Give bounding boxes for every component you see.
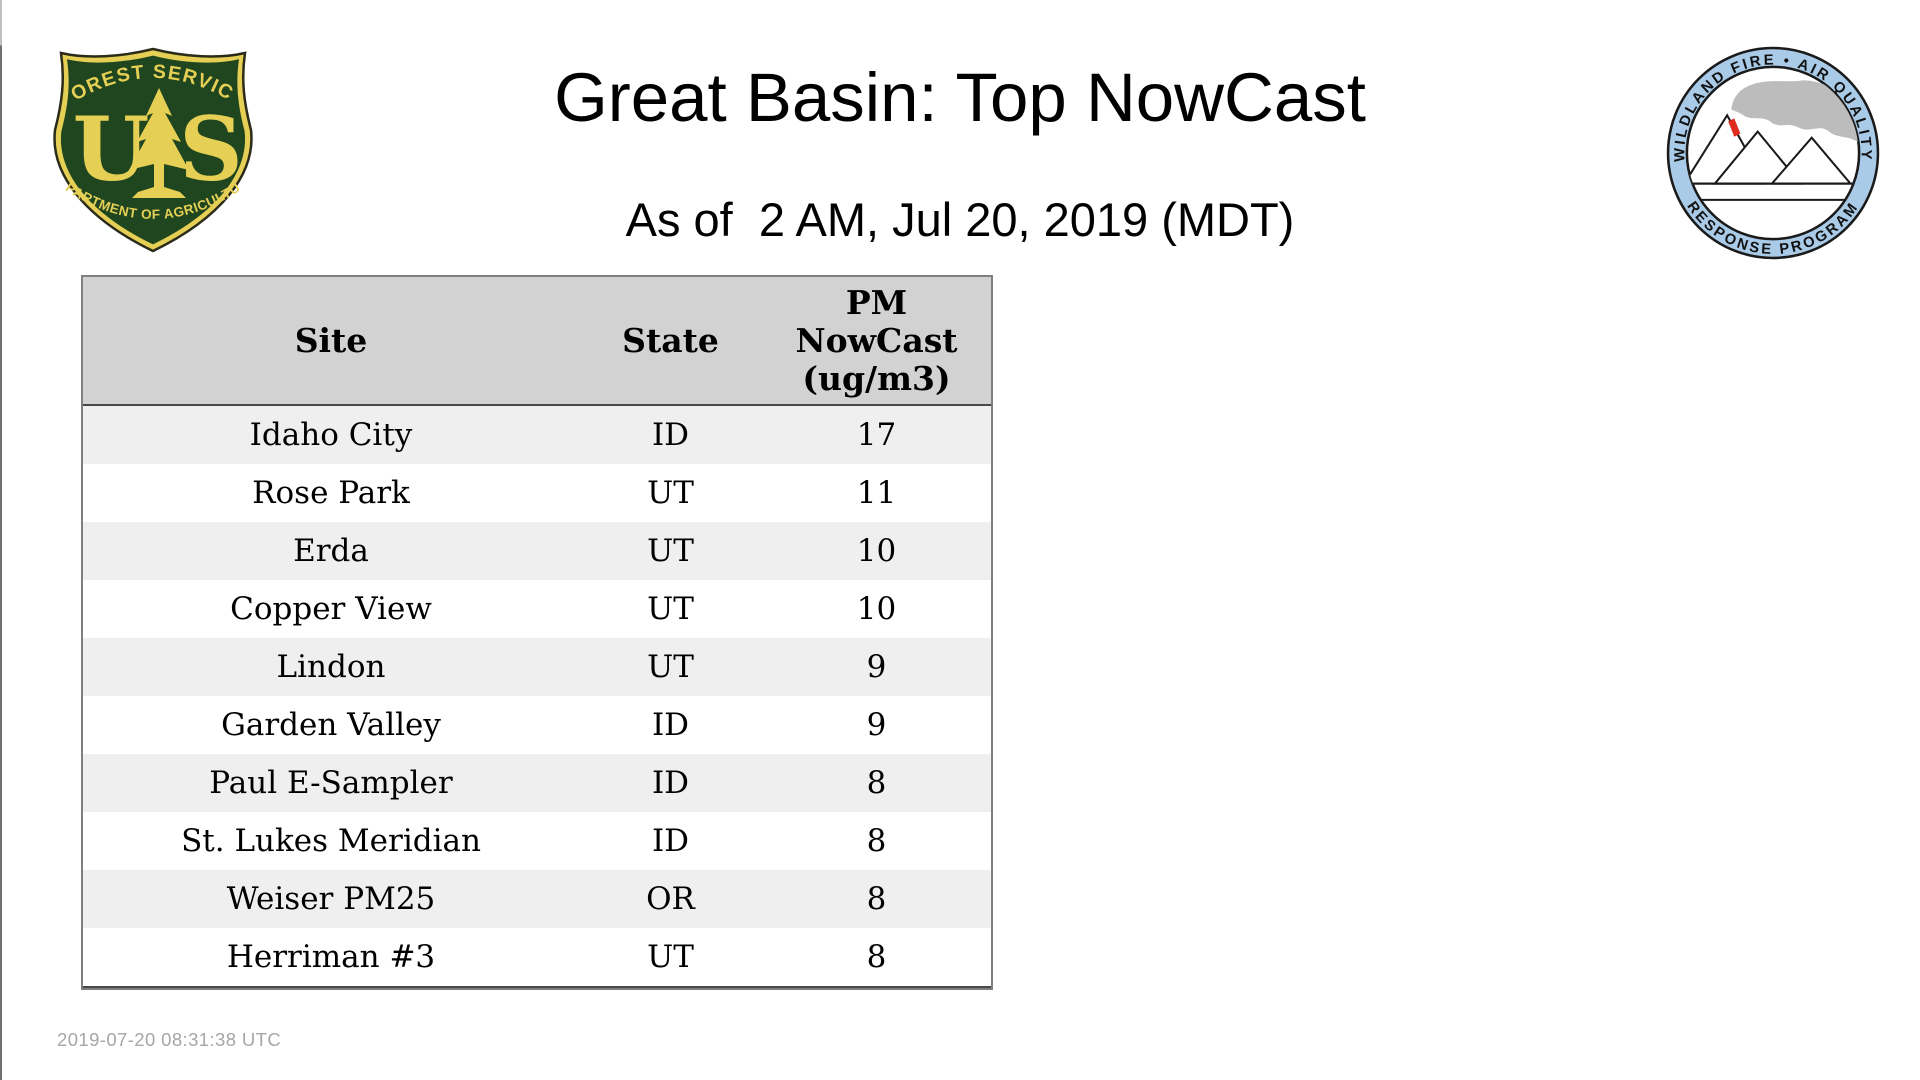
fs-letter-u: U: [73, 97, 150, 201]
value-header-line: PM: [845, 282, 908, 322]
fs-pine-tree-icon: [129, 88, 189, 198]
fs-letter-s: S: [179, 97, 243, 201]
value-cell: 11: [762, 464, 991, 522]
table-row: Erda UT 10: [83, 522, 991, 580]
site-cell: Paul E-Sampler: [83, 754, 579, 812]
site-cell: Erda: [83, 522, 579, 580]
forest-service-logo: FOREST SERVICE U S DEPARTMENT OF AGRICUL…: [53, 44, 253, 253]
site-cell: Weiser PM25: [83, 870, 579, 928]
table-row: Copper View UT 10: [83, 580, 991, 638]
col-header-pm-nowcast: PM NowCast (ug/m3): [762, 277, 991, 406]
state-cell: ID: [579, 754, 762, 812]
fire-icon: [1728, 118, 1741, 137]
nowcast-table: Site State PM NowCast (ug/m3) Idaho City…: [83, 277, 991, 988]
value-cell: 8: [762, 812, 991, 870]
state-cell: UT: [579, 928, 762, 988]
table-row: St. Lukes Meridian ID 8: [83, 812, 991, 870]
table-row: Garden Valley ID 9: [83, 696, 991, 754]
value-cell: 9: [762, 696, 991, 754]
state-cell: ID: [579, 812, 762, 870]
table-row: Paul E-Sampler ID 8: [83, 754, 991, 812]
window-left-edge: [0, 0, 2, 1080]
value-cell: 9: [762, 638, 991, 696]
value-cell: 8: [762, 754, 991, 812]
table-row: Rose Park UT 11: [83, 464, 991, 522]
state-cell: ID: [579, 405, 762, 464]
state-cell: OR: [579, 870, 762, 928]
table-row: Herriman #3 UT 8: [83, 928, 991, 988]
site-cell: Lindon: [83, 638, 579, 696]
state-cell: UT: [579, 522, 762, 580]
state-cell: UT: [579, 464, 762, 522]
site-cell: Garden Valley: [83, 696, 579, 754]
value-cell: 8: [762, 870, 991, 928]
site-cell: Rose Park: [83, 464, 579, 522]
site-cell: Copper View: [83, 580, 579, 638]
smoke-plume-icon: [1731, 80, 1859, 146]
value-cell: 17: [762, 405, 991, 464]
site-cell: Idaho City: [83, 405, 579, 464]
state-cell: UT: [579, 580, 762, 638]
site-cell: Herriman #3: [83, 928, 579, 988]
value-header-line: (ug/m3): [802, 358, 951, 398]
state-cell: ID: [579, 696, 762, 754]
table-row: Lindon UT 9: [83, 638, 991, 696]
value-header-line: NowCast: [795, 320, 958, 360]
air-quality-program-logo: WILDLAND FIRE • AIR QUALITY RESPONSE PRO…: [1666, 46, 1880, 260]
table-header-row: Site State PM NowCast (ug/m3): [83, 277, 991, 406]
col-header-site: Site: [83, 277, 579, 406]
site-cell: St. Lukes Meridian: [83, 812, 579, 870]
page-title: Great Basin: Top NowCast: [554, 59, 1366, 136]
generated-timestamp: 2019-07-20 08:31:38 UTC: [57, 1029, 282, 1050]
table-row: Weiser PM25 OR 8: [83, 870, 991, 928]
nowcast-table-wrap: Site State PM NowCast (ug/m3) Idaho City…: [81, 275, 993, 990]
col-header-state: State: [579, 277, 762, 406]
page-subtitle: As of 2 AM, Jul 20, 2019 (MDT): [625, 193, 1295, 246]
value-cell: 10: [762, 522, 991, 580]
state-cell: UT: [579, 638, 762, 696]
value-cell: 10: [762, 580, 991, 638]
value-cell: 8: [762, 928, 991, 988]
table-row: Idaho City ID 17: [83, 405, 991, 464]
